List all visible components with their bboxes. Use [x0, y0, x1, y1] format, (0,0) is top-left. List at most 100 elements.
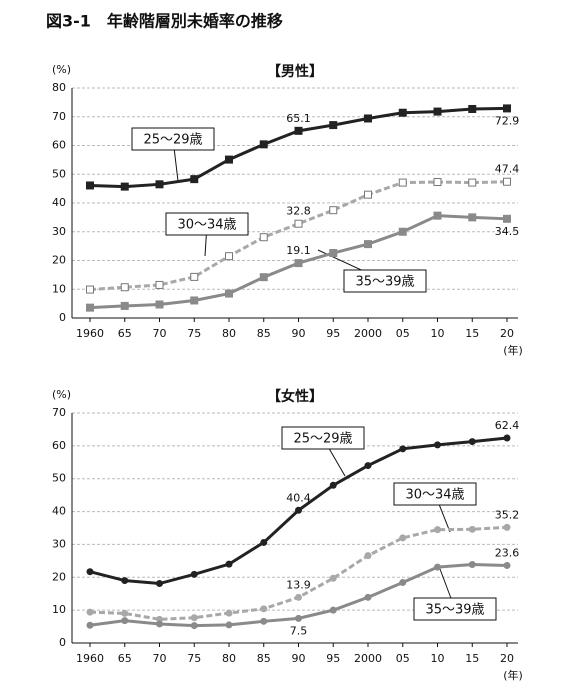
marker: [503, 177, 511, 186]
x-tick-label: 80: [222, 327, 236, 340]
x-tick-label: 20: [500, 652, 514, 665]
value-label: 23.6: [495, 546, 520, 559]
x-tick-label: 2000: [354, 327, 382, 340]
y-tick-label: 70: [52, 110, 66, 123]
y-tick-label: 60: [52, 139, 66, 152]
x-tick-label: 90: [292, 652, 306, 665]
marker: [329, 606, 337, 614]
x-tick-label: 1960: [76, 652, 104, 665]
x-tick-label: 85: [257, 652, 271, 665]
chart-title: 【女性】: [267, 388, 323, 405]
marker: [190, 570, 198, 578]
marker: [503, 523, 511, 531]
callout-box: [131, 127, 215, 151]
marker: [503, 561, 511, 569]
marker: [468, 104, 477, 113]
y-tick-label: 10: [52, 282, 66, 295]
marker: [433, 178, 442, 187]
y-tick-label: 50: [52, 472, 66, 485]
y-tick-label: 70: [52, 406, 66, 419]
marker: [155, 180, 164, 189]
marker: [434, 441, 441, 449]
marker: [468, 438, 476, 446]
callout-box: [393, 482, 477, 506]
x-tick-label: 20: [500, 327, 514, 340]
y-tick-label: 10: [52, 603, 66, 616]
marker: [190, 622, 198, 630]
marker: [295, 506, 302, 514]
marker: [468, 560, 476, 568]
marker: [364, 593, 372, 601]
marker: [399, 534, 407, 542]
y-tick-label: 30: [52, 537, 66, 550]
y-axis-label: (%): [52, 63, 71, 76]
value-label: 62.4: [495, 419, 520, 432]
x-tick-label: 65: [118, 327, 132, 340]
marker: [120, 301, 129, 310]
x-tick-label: 15: [465, 327, 479, 340]
legend-label: 30～34歳: [177, 218, 236, 233]
marker: [294, 219, 303, 228]
marker: [295, 614, 302, 622]
marker: [468, 178, 477, 187]
marker: [190, 614, 198, 622]
x-axis-label: (年): [503, 343, 523, 357]
marker: [120, 182, 129, 191]
value-label: 19.1: [286, 244, 311, 257]
marker: [329, 481, 337, 489]
y-tick-label: 40: [52, 505, 66, 518]
marker: [294, 126, 303, 135]
series-line: [89, 180, 508, 292]
value-label: 65.1: [286, 112, 311, 125]
legend-label: 25～29歳: [293, 432, 352, 447]
marker: [364, 552, 372, 560]
marker: [190, 296, 199, 305]
legend-label: 25～29歳: [143, 133, 202, 148]
x-tick-label: 05: [396, 652, 410, 665]
marker: [86, 181, 94, 190]
marker: [121, 617, 129, 625]
marker: [364, 462, 372, 470]
marker: [468, 213, 477, 222]
marker: [155, 300, 164, 309]
value-label: 47.4: [495, 163, 520, 176]
value-label: 72.9: [495, 114, 520, 127]
marker: [364, 190, 372, 199]
x-tick-label: 2000: [354, 652, 382, 665]
y-tick-label: 40: [52, 196, 66, 209]
marker: [121, 577, 129, 585]
callout-box: [343, 269, 427, 293]
x-tick-label: 75: [187, 652, 201, 665]
x-tick-label: 85: [257, 327, 271, 340]
x-tick-label: 90: [292, 327, 306, 340]
y-tick-label: 60: [52, 439, 66, 452]
marker: [120, 283, 129, 292]
callout-box: [165, 212, 249, 236]
marker: [86, 568, 94, 576]
marker: [121, 609, 129, 617]
y-tick-label: 80: [52, 81, 66, 94]
value-label: 34.5: [495, 225, 520, 238]
marker: [503, 214, 511, 223]
marker: [503, 104, 511, 113]
marker: [260, 605, 268, 613]
value-label: 40.4: [286, 491, 311, 504]
legend-label: 35～39歳: [425, 603, 484, 618]
marker: [225, 609, 233, 617]
x-tick-label: 65: [118, 652, 132, 665]
marker: [259, 233, 268, 242]
x-tick-label: 05: [396, 327, 410, 340]
x-tick-label: 75: [187, 327, 201, 340]
marker: [156, 620, 163, 628]
marker: [190, 175, 199, 184]
marker: [434, 526, 441, 534]
value-label: 35.2: [495, 508, 520, 521]
marker: [225, 155, 233, 164]
marker: [398, 178, 407, 187]
marker: [86, 608, 94, 616]
x-tick-label: 10: [431, 652, 445, 665]
marker: [225, 252, 233, 261]
x-tick-label: 70: [153, 327, 167, 340]
marker: [433, 211, 442, 220]
